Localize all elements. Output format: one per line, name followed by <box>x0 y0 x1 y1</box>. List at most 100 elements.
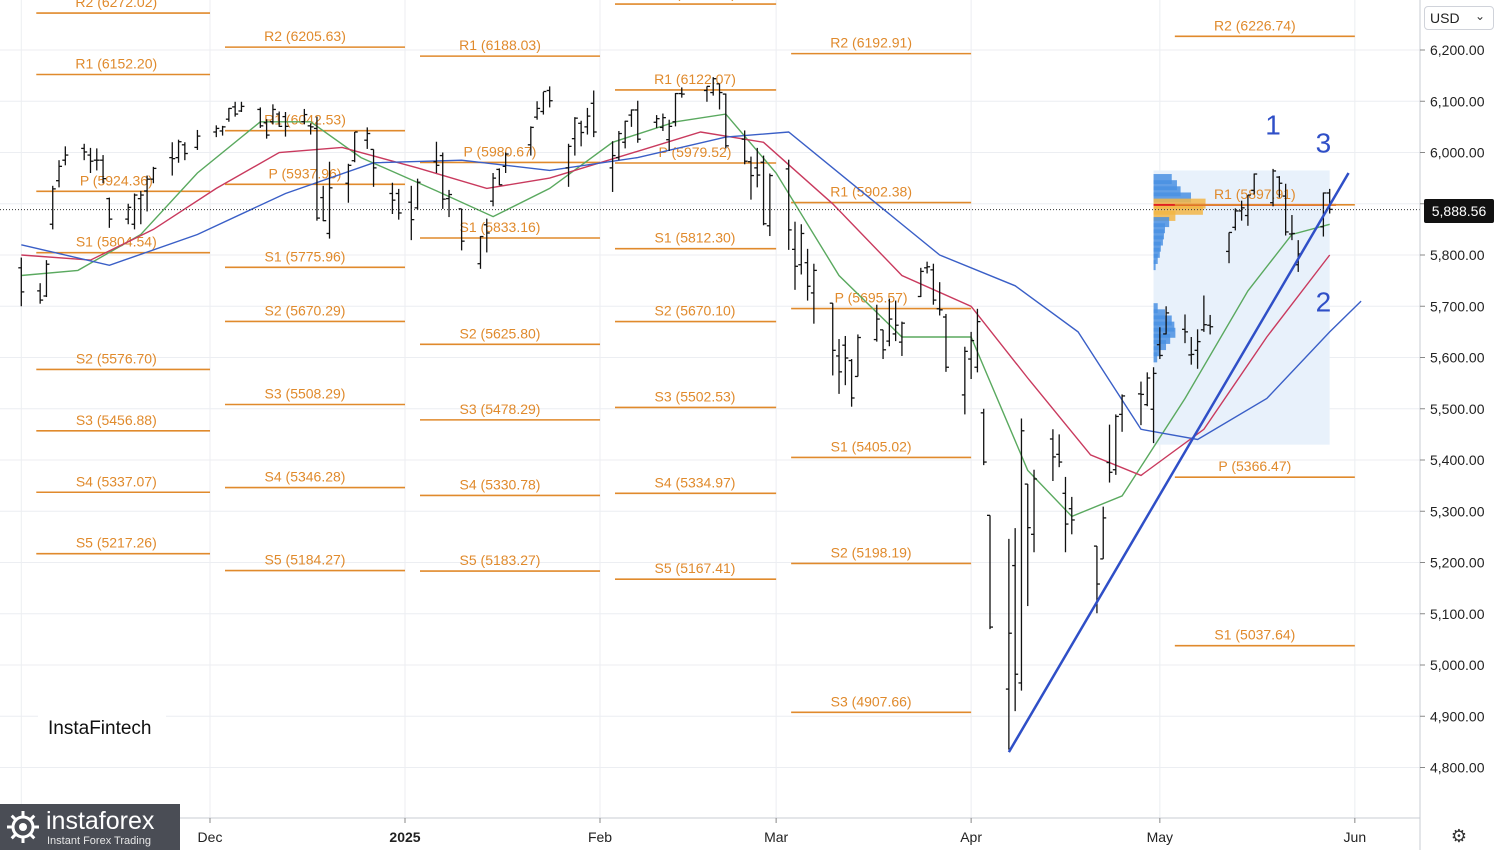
ohlc-bar <box>873 304 880 342</box>
trendline[interactable] <box>1007 172 1350 753</box>
currency-selector[interactable]: USD ⌄ <box>1424 6 1494 30</box>
ohlc-bar <box>458 208 465 251</box>
ohlc-bar <box>49 185 56 230</box>
settings-gear-icon[interactable]: ⚙ <box>1450 826 1468 846</box>
ohlc-bar <box>785 159 792 250</box>
pivot-label: R2 (6272.02) <box>75 0 157 10</box>
volume-profile-bar <box>1153 247 1160 258</box>
sma-line <box>21 131 1331 477</box>
pivot-levels: R2 (6272.02) R1 (6152.20) P (5924.36) S1 (5… <box>36 0 1355 714</box>
ohlc-bar <box>672 92 679 127</box>
ohlc-bar <box>1251 173 1258 195</box>
y-tick-label: 5,200.00 <box>1430 555 1485 571</box>
volume-profile-bar <box>1153 303 1158 314</box>
ohlc-bar <box>18 257 25 307</box>
volume-profile-bar <box>1153 174 1172 185</box>
volume-profile-bar <box>1153 321 1175 332</box>
ohlc-bar <box>722 93 729 149</box>
ohlc-bar <box>496 168 503 186</box>
pivot-label: R2 (6226.74) <box>1214 17 1296 33</box>
y-tick-label: 6,000.00 <box>1430 145 1485 161</box>
trendline-layer[interactable] <box>1007 172 1350 753</box>
ohlc-bar <box>590 90 597 138</box>
ohlc-bar <box>760 155 767 226</box>
pivot-label: R1 (6152.20) <box>75 55 157 71</box>
ohlc-bar <box>974 308 981 373</box>
pivot-label: S4 (5346.28) <box>265 469 346 485</box>
ohlc-bar <box>269 104 276 125</box>
ohlc-bar <box>238 101 245 113</box>
moving-averages <box>21 113 1362 518</box>
volume-profile-bar <box>1153 309 1165 320</box>
pivot-label: S3 (5508.29) <box>265 386 346 402</box>
ohlc-bar <box>917 267 924 298</box>
y-tick-label: 5,500.00 <box>1430 401 1485 417</box>
ohlc-bar <box>1012 528 1019 712</box>
ohlc-bar <box>987 514 993 630</box>
ohlc-bar <box>848 359 855 407</box>
volume-profile-bar <box>1153 204 1203 215</box>
ohlc-bar <box>181 142 188 161</box>
ohlc-bar <box>792 221 798 290</box>
ohlc-bar <box>609 141 616 192</box>
volume-profile-bar <box>1153 235 1163 246</box>
logo-gear-icon <box>7 811 39 843</box>
ohlc-bar <box>571 117 578 156</box>
ohlc-bar <box>1056 434 1063 468</box>
ohlc-bar <box>1031 469 1038 553</box>
ohlc-bar <box>1005 538 1012 750</box>
pivot-label: S1 (5812.30) <box>655 230 736 246</box>
y-tick-label: 5,700.00 <box>1430 298 1485 314</box>
ohlc-bar <box>301 108 308 125</box>
ohlc-bar <box>446 189 453 218</box>
y-tick-label: 5,300.00 <box>1430 503 1485 519</box>
pivot-label: S1 (5775.96) <box>265 248 346 264</box>
x-tick-label: Jun <box>1344 829 1367 845</box>
ohlc-bar <box>502 152 509 173</box>
ohlc-bar <box>565 143 572 187</box>
ohlc-bar <box>483 218 490 253</box>
ohlc-bar <box>282 112 289 137</box>
y-tick-label: 5,000.00 <box>1430 657 1485 673</box>
volume-profile-bar <box>1153 346 1160 357</box>
brand-watermark-box <box>38 690 166 766</box>
currency-label: USD <box>1430 10 1460 26</box>
ohlc-bar <box>225 107 232 122</box>
ohlc-bar <box>1163 306 1170 335</box>
ohlc-bar <box>766 173 773 237</box>
pivot-label: S3 (5478.29) <box>460 401 541 417</box>
pivot-label: S1 (5037.64) <box>1214 627 1295 643</box>
sma-line <box>21 131 1362 441</box>
x-tick-label: May <box>1147 829 1173 845</box>
pivot-label: R2 (6289.64) <box>654 0 736 1</box>
ohlc-bar <box>490 173 497 207</box>
ohlc-bar <box>678 87 685 98</box>
logo-tagline: Instant Forex Trading <box>47 835 151 847</box>
ohlc-bar <box>1270 168 1277 207</box>
ohlc-bar <box>968 331 975 380</box>
y-tick-label: 4,800.00 <box>1430 760 1485 776</box>
pivot-label: R1 (5902.38) <box>830 184 912 200</box>
wave-label: 1 <box>1265 110 1281 141</box>
ohlc-bar <box>1207 314 1214 335</box>
y-tick-label: 6,200.00 <box>1430 42 1485 58</box>
ohlc-bar <box>395 188 402 220</box>
ohlc-bar <box>534 101 541 120</box>
ohlc-bar <box>263 119 270 139</box>
ohlc-bar <box>1200 295 1207 332</box>
pivot-label: P (5366.47) <box>1218 458 1291 474</box>
x-tick-label: 2025 <box>389 829 420 845</box>
y-tick-label: 4,900.00 <box>1430 708 1485 724</box>
ohlc-bar <box>716 83 723 110</box>
pivot-label: S2 (5198.19) <box>831 544 912 560</box>
ohlc-bar <box>703 85 710 102</box>
ohlc-bar <box>892 300 899 342</box>
ohlc-bar <box>653 115 660 128</box>
ohlc-bar <box>439 152 446 209</box>
y-tick-label: 5,400.00 <box>1430 452 1485 468</box>
ohlc-bar <box>1106 424 1113 483</box>
volume-profile-bar <box>1153 352 1158 363</box>
y-tick-label: 5,100.00 <box>1430 606 1485 622</box>
pivot-label: S4 (5337.07) <box>76 473 157 489</box>
